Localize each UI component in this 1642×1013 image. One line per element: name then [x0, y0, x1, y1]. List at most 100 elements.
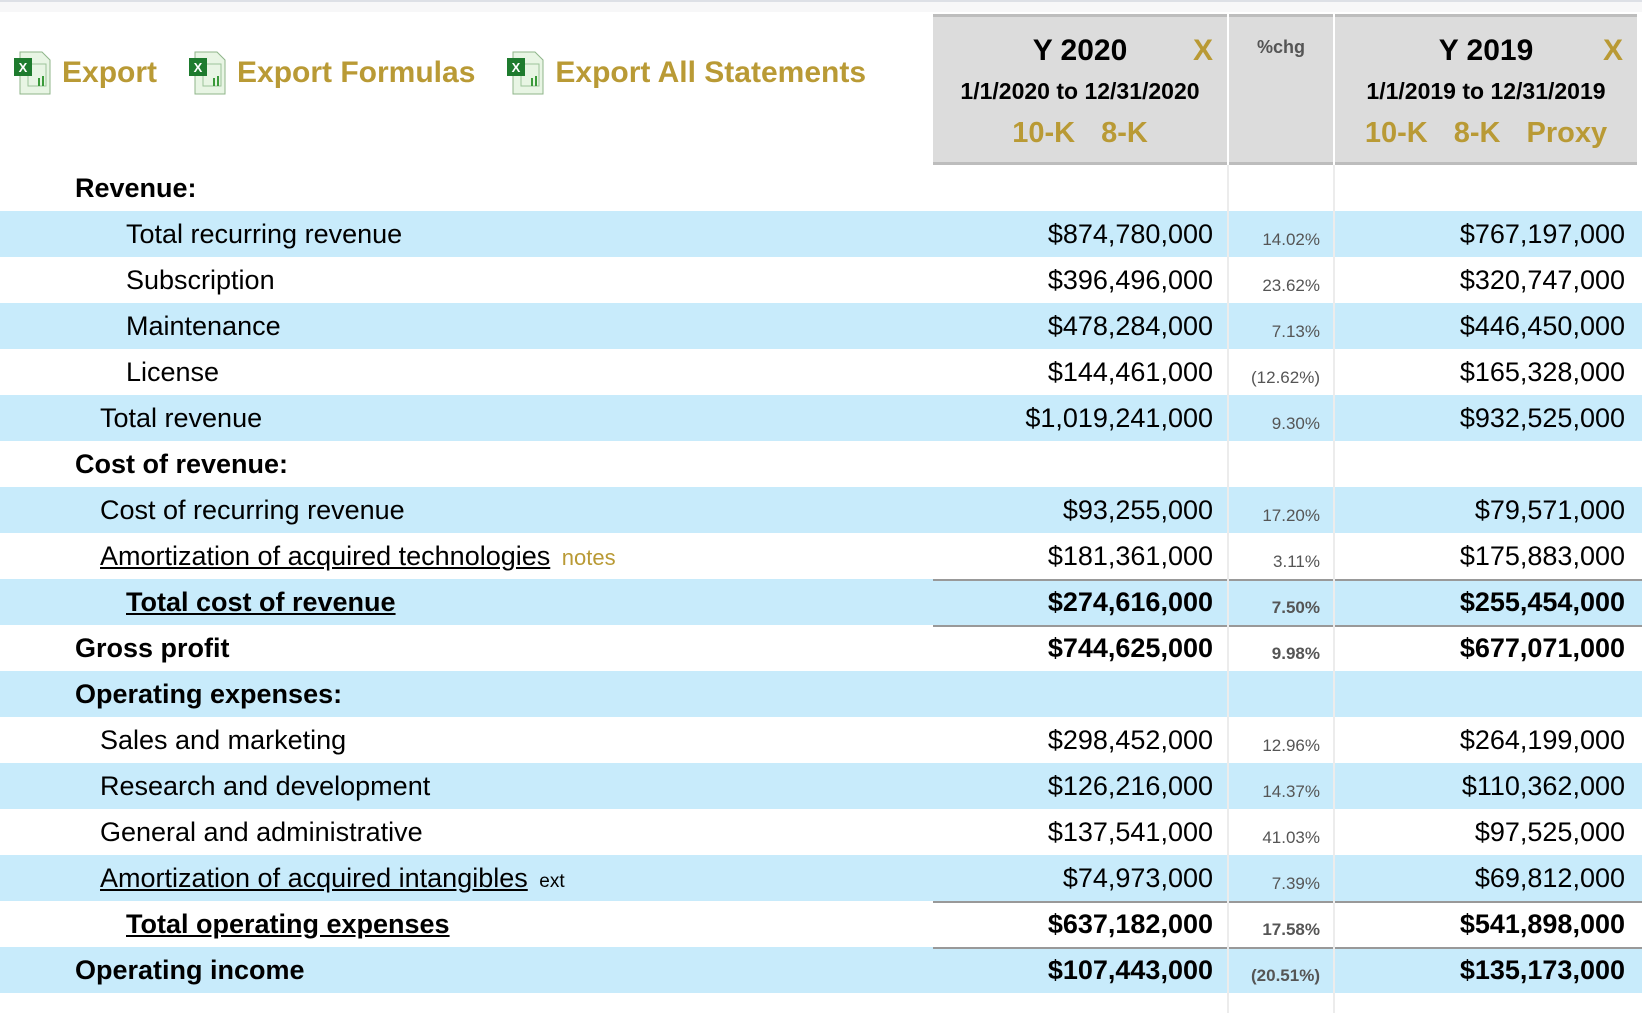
table-row: Revenue: — [0, 165, 1642, 211]
column-divider — [1333, 165, 1335, 1013]
export-label: Export — [62, 56, 158, 89]
value-y2019: $79,571,000 — [1474, 495, 1625, 525]
column-date-range: 1/1/2019 to 12/31/2019 — [1366, 78, 1606, 104]
row-label-text: Subscription — [126, 265, 275, 295]
table-row: Research and development $126,216,000 14.… — [0, 763, 1642, 809]
row-label: Total revenue — [100, 395, 270, 441]
table-row: Operating expenses: — [0, 671, 1642, 717]
export-formulas-button[interactable]: X Export Formulas — [187, 50, 475, 96]
value-y2020: $137,541,000 — [1047, 817, 1213, 847]
value-y2020: $298,452,000 — [1047, 725, 1213, 755]
row-label: Total cost of revenue — [126, 579, 403, 625]
table-row: Maintenance $478,284,000 7.13% $446,450,00… — [0, 303, 1642, 349]
column-divider — [1227, 165, 1229, 1013]
export-button[interactable]: X Export — [12, 50, 157, 96]
table-row: Amortization of acquired technologies no… — [0, 533, 1642, 579]
value-pct-change: 17.58% — [1262, 920, 1320, 939]
value-y2020: $126,216,000 — [1047, 771, 1213, 801]
remove-column-button[interactable]: X — [1192, 34, 1213, 67]
column-header-y2020: Y 2020 X 1/1/2020 to 12/31/2020 10-K 8-K — [933, 14, 1227, 165]
row-label-link[interactable]: Total operating expenses — [126, 909, 450, 939]
value-pct-change: 41.03% — [1262, 828, 1320, 847]
row-label: Sales and marketing — [100, 717, 354, 763]
table-row: License $144,461,000 (12.62%) $165,328,000 — [0, 349, 1642, 395]
row-label-text: Maintenance — [126, 311, 281, 341]
filing-link-proxy[interactable]: Proxy — [1526, 117, 1608, 149]
value-y2020: $144,461,000 — [1047, 357, 1213, 387]
svg-text:X: X — [19, 60, 28, 75]
value-pct-change: 17.20% — [1262, 506, 1320, 525]
value-y2019: $541,898,000 — [1459, 909, 1625, 939]
remove-column-button[interactable]: X — [1602, 34, 1623, 67]
row-note-link[interactable]: ext — [539, 871, 565, 892]
filing-link-10k[interactable]: 10-K — [1364, 117, 1428, 149]
row-label: Operating income — [75, 947, 312, 993]
value-y2020: $181,361,000 — [1047, 541, 1213, 571]
row-label: Subscription — [126, 257, 282, 303]
column-header-pct-change: %chg — [1229, 14, 1333, 165]
total-rule — [933, 579, 1642, 581]
filing-link-10k[interactable]: 10-K — [1012, 117, 1076, 149]
row-label-text: Total recurring revenue — [126, 219, 403, 249]
value-y2020: $637,182,000 — [1047, 909, 1213, 939]
row-label-text: License — [126, 357, 220, 387]
value-y2019: $677,071,000 — [1459, 633, 1625, 663]
row-label-link[interactable]: Total cost of revenue — [126, 587, 396, 617]
row-label-text: Cost of recurring revenue — [100, 495, 405, 525]
table-row: Gross profit $744,625,000 9.98% $677,071,0… — [0, 625, 1642, 671]
value-y2019: $446,450,000 — [1459, 311, 1625, 341]
table-row: Total recurring revenue $874,780,000 14.0… — [0, 211, 1642, 257]
total-rule — [933, 625, 1642, 627]
row-label: License — [126, 349, 227, 395]
excel-icon: X — [507, 51, 544, 95]
export-all-label: Export All Statements — [555, 56, 867, 89]
row-note-link[interactable]: notes — [561, 545, 616, 570]
value-y2019: $767,197,000 — [1459, 219, 1625, 249]
total-rule — [933, 901, 1642, 903]
value-pct-change: 14.37% — [1262, 782, 1320, 801]
export-formulas-label: Export Formulas — [237, 56, 476, 89]
row-label: Operating expenses: — [75, 671, 350, 717]
row-label: Total recurring revenue — [126, 211, 410, 257]
value-y2020: $107,443,000 — [1047, 955, 1213, 985]
table-row: Amortization of acquired intangibles ext… — [0, 855, 1642, 901]
table-row: Cost of revenue: — [0, 441, 1642, 487]
table-row: Subscription $396,496,000 23.62% $320,747,… — [0, 257, 1642, 303]
value-pct-change: 9.98% — [1271, 644, 1320, 663]
column-title: Y 2019 — [1438, 34, 1534, 67]
row-label-text: Research and development — [100, 771, 431, 801]
filing-link-8k[interactable]: 8-K — [1101, 117, 1148, 149]
value-y2020: $478,284,000 — [1047, 311, 1213, 341]
row-label: Cost of recurring revenue — [100, 487, 412, 533]
value-y2020: $1,019,241,000 — [1025, 403, 1213, 433]
excel-icon: X — [189, 51, 226, 95]
value-pct-change: 14.02% — [1262, 230, 1320, 249]
value-y2020: $396,496,000 — [1047, 265, 1213, 295]
row-label: Revenue: — [75, 165, 204, 211]
total-rule — [933, 947, 1642, 949]
value-y2019: $69,812,000 — [1474, 863, 1625, 893]
table-row: Total cost of revenue $274,616,000 7.50% $… — [0, 579, 1642, 625]
value-pct-change: 12.96% — [1262, 736, 1320, 755]
table-row: Operating income $107,443,000 (20.51%) $13… — [0, 947, 1642, 993]
row-label-text: Revenue: — [75, 173, 197, 203]
top-bar — [0, 0, 1642, 12]
value-y2020: $874,780,000 — [1047, 219, 1213, 249]
row-label-link[interactable]: Amortization of acquired technologies — [100, 541, 551, 571]
value-y2019: $932,525,000 — [1459, 403, 1625, 433]
value-y2019: $255,454,000 — [1459, 587, 1625, 617]
row-label: Amortization of acquired technologies no… — [100, 533, 616, 581]
export-all-statements-button[interactable]: X Export All Statements — [505, 50, 866, 96]
row-label-link[interactable]: Amortization of acquired intangibles — [100, 863, 528, 893]
filing-link-8k[interactable]: 8-K — [1453, 117, 1501, 149]
value-y2020: $744,625,000 — [1047, 633, 1213, 663]
value-y2019: $165,328,000 — [1459, 357, 1625, 387]
row-label: Amortization of acquired intangibles ext — [100, 855, 565, 905]
row-label-text: General and administrative — [100, 817, 423, 847]
value-pct-change: (20.51%) — [1251, 966, 1320, 985]
value-pct-change: (12.62%) — [1251, 368, 1320, 387]
row-label: General and administrative — [100, 809, 430, 855]
row-label: Total operating expenses — [126, 901, 457, 947]
pct-change-title: %chg — [1256, 37, 1305, 57]
table-row: Total operating expenses $637,182,000 17.… — [0, 901, 1642, 947]
